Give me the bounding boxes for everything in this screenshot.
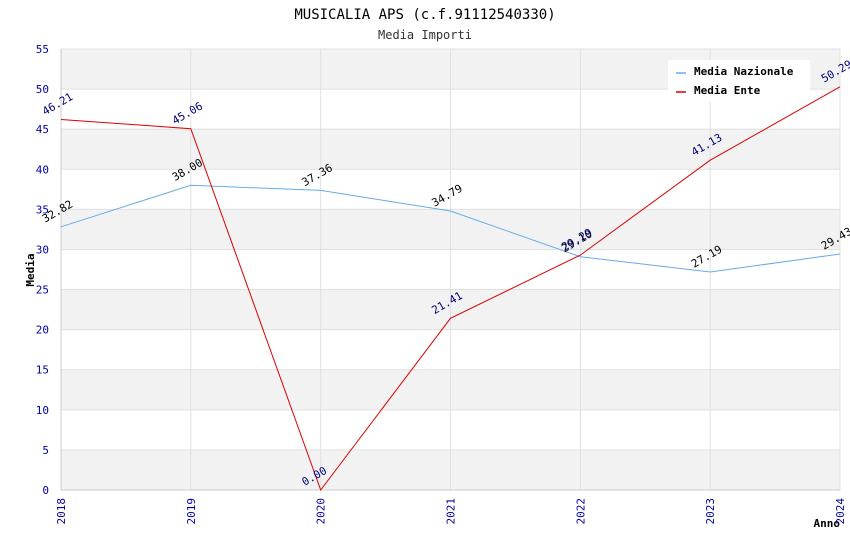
legend: Media Nazionale Media Ente xyxy=(668,60,810,102)
chart-title: MUSICALIA APS (c.f.91112540330) xyxy=(294,7,555,23)
x-tick-label: 2018 xyxy=(55,498,68,525)
y-tick-label: 55 xyxy=(36,43,49,56)
axes xyxy=(60,49,840,491)
y-tick-label: 50 xyxy=(36,83,49,96)
y-tick-labels: 0 5 10 15 20 25 30 35 40 45 50 55 xyxy=(36,43,49,497)
legend-box xyxy=(668,60,810,102)
x-tick-label: 2023 xyxy=(704,498,717,525)
series-line-media-nazionale xyxy=(60,184,841,273)
data-label: 34.79 xyxy=(430,182,465,210)
y-axis-label: Media xyxy=(24,253,37,286)
x-tick-label: 2021 xyxy=(445,498,458,525)
x-tick-label: 2024 xyxy=(834,498,847,525)
legend-label-media-nazionale: Media Nazionale xyxy=(694,65,794,78)
y-tick-label: 45 xyxy=(36,123,49,136)
y-tick-label: 20 xyxy=(36,324,49,337)
y-tick-label: 30 xyxy=(36,243,49,256)
series-line-media-ente xyxy=(60,86,841,492)
x-tick-label: 2020 xyxy=(315,498,328,525)
series-group xyxy=(60,86,841,492)
y-tick-label: 10 xyxy=(36,404,49,417)
data-label: 45.06 xyxy=(170,99,205,127)
x-axis-label: Anno xyxy=(814,517,841,530)
x-tick-labels: 2018 2019 2020 2021 2022 2023 2024 xyxy=(55,498,847,525)
legend-label-media-ente: Media Ente xyxy=(694,84,761,97)
x-tick-label: 2019 xyxy=(185,498,198,525)
x-tick-label: 2022 xyxy=(574,498,587,525)
chart-subtitle: Media Importi xyxy=(378,28,472,42)
y-tick-label: 25 xyxy=(36,284,49,297)
y-tick-label: 0 xyxy=(42,484,49,497)
y-tick-label: 15 xyxy=(36,364,49,377)
y-tick-label: 40 xyxy=(36,163,49,176)
y-tick-label: 5 xyxy=(42,444,49,457)
y-tick-label: 35 xyxy=(36,203,49,216)
